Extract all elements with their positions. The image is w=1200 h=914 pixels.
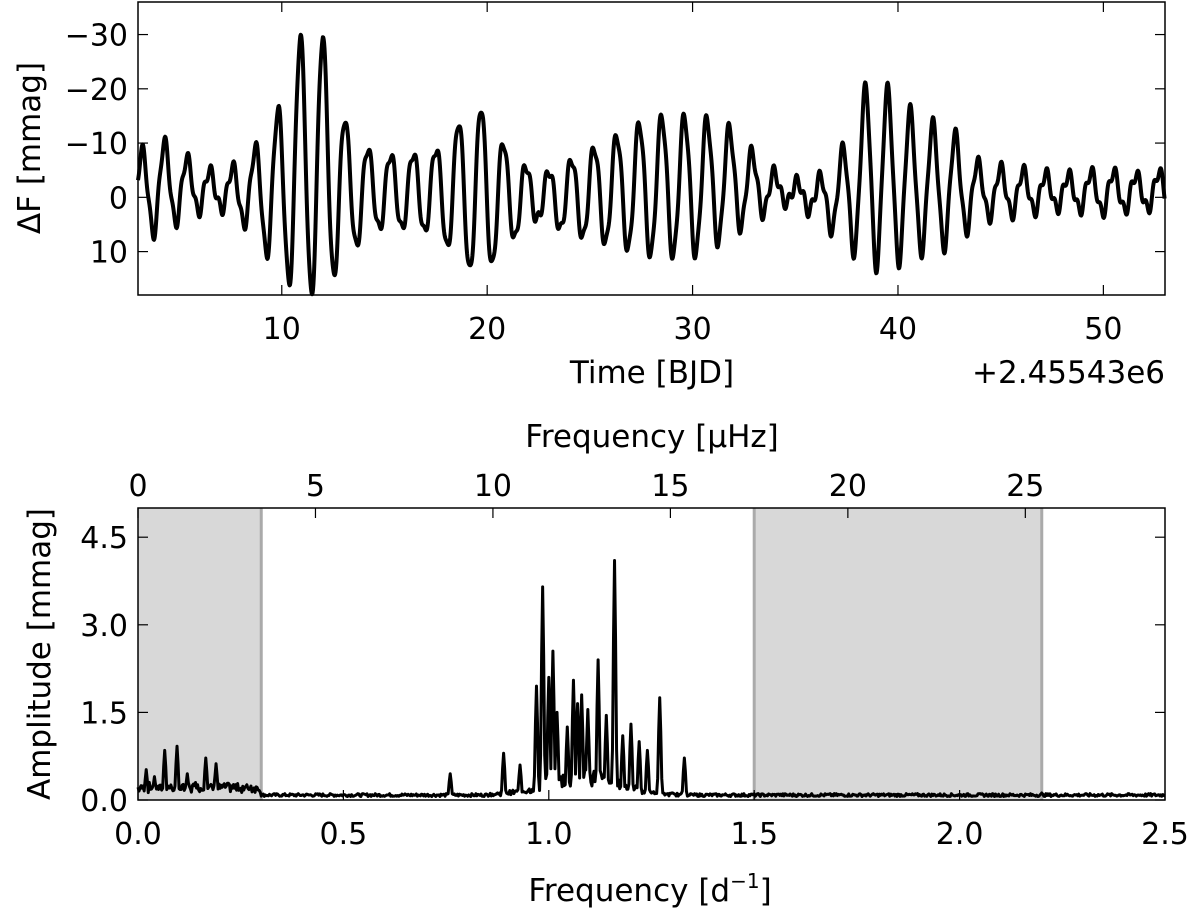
spectrum-xtick-label: 1.5 bbox=[730, 817, 778, 852]
light-curve-ylabel: ΔF [mmag] bbox=[12, 62, 48, 234]
spectrum-top-xtick-label: 0 bbox=[128, 469, 147, 504]
spectrum-xtick-labels: 0.0 0.5 1.0 1.5 2.0 2.5 bbox=[114, 817, 1189, 852]
light-curve-ytick-label: 0 bbox=[109, 181, 128, 216]
spectrum-ytick-label: 3.0 bbox=[80, 609, 128, 644]
spectrum-top-xtick-label: 20 bbox=[829, 469, 867, 504]
light-curve-frame bbox=[137, 1, 1166, 296]
spectrum-top-xlabel: Frequency [μHz] bbox=[525, 419, 779, 455]
light-curve-ytick-label: −30 bbox=[65, 19, 128, 54]
shaded-region bbox=[138, 508, 262, 800]
spectrum-top-xtick-label: 25 bbox=[1006, 469, 1044, 504]
spectrum-ytick-label: 4.5 bbox=[80, 521, 128, 556]
spectrum-top-xtick-labels: 0 5 10 15 20 25 bbox=[128, 469, 1044, 504]
light-curve-ytick-label: −10 bbox=[65, 127, 128, 162]
spectrum-ytick-label: 1.5 bbox=[80, 696, 128, 731]
spectrum-xtick-label: 2.5 bbox=[1141, 817, 1189, 852]
light-curve-series bbox=[136, 32, 1167, 297]
spectrum-ytick-labels: 0.0 1.5 3.0 4.5 bbox=[80, 521, 128, 819]
light-curve-xtick-label: 10 bbox=[263, 312, 301, 347]
spectrum-xtick-label: 2.0 bbox=[936, 817, 984, 852]
spectrum-xtick-label: 0.0 bbox=[114, 817, 162, 852]
light-curve-xtick-labels: 10 20 30 40 50 bbox=[263, 312, 1123, 347]
spectrum-top-xtick-label: 15 bbox=[651, 469, 689, 504]
light-curve-ticks bbox=[138, 2, 1165, 295]
spectrum-ytick-label: 0.0 bbox=[80, 784, 128, 819]
light-curve-xlabel: Time [BJD] bbox=[569, 355, 734, 391]
shaded-regions bbox=[138, 508, 1044, 800]
light-curve-xtick-label: 30 bbox=[673, 312, 711, 347]
spectrum-ylabel: Amplitude [mmag] bbox=[22, 508, 58, 800]
light-curve-ytick-labels: −30 −20 −10 0 10 bbox=[65, 19, 128, 271]
light-curve-panel: 10 20 30 40 50 −30 −20 −10 0 10 Time [BJD] +2.45… bbox=[12, 1, 1167, 391]
spectrum-series bbox=[136, 559, 1166, 798]
light-curve-xtick-label: 20 bbox=[468, 312, 506, 347]
spectrum-frame bbox=[137, 507, 1166, 801]
spectrum-top-xtick-label: 5 bbox=[306, 469, 325, 504]
light-curve-ytick-label: 10 bbox=[90, 236, 128, 271]
light-curve-offset-text: +2.45543e6 bbox=[972, 355, 1165, 391]
spectrum-top-xtick-label: 10 bbox=[474, 469, 512, 504]
spectrum-xtick-label: 0.5 bbox=[320, 817, 368, 852]
shaded-region bbox=[754, 508, 1042, 800]
spectrum-xlabel: Frequency [d−1] bbox=[528, 869, 771, 909]
light-curve-ytick-label: −20 bbox=[65, 73, 128, 108]
light-curve-xtick-label: 50 bbox=[1084, 312, 1122, 347]
light-curve-xtick-label: 40 bbox=[879, 312, 917, 347]
spectrum-xtick-label: 1.0 bbox=[525, 817, 573, 852]
spectrum-panel: 0.0 0.5 1.0 1.5 2.0 2.5 0.0 1.5 3.0 4.5 0 5 10 15 20… bbox=[22, 419, 1189, 909]
